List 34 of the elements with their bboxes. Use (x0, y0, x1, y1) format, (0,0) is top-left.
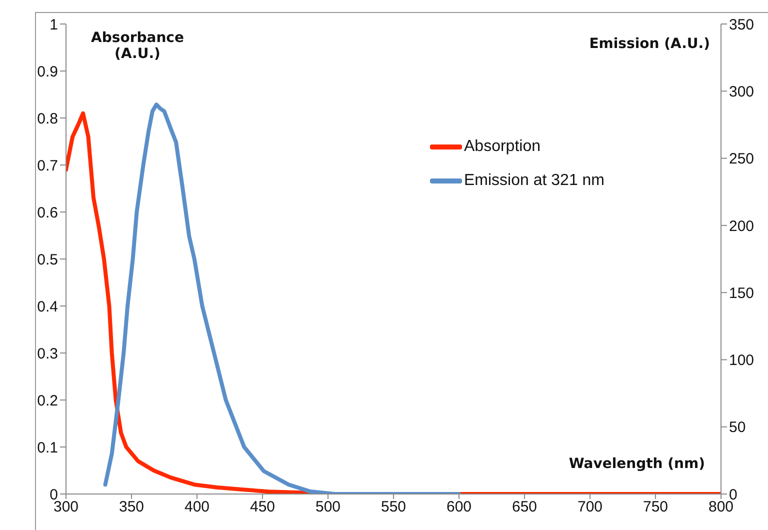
y2-tick-label: 50 (729, 419, 746, 436)
y2-tick-label: 150 (729, 284, 754, 302)
x-tick-label: 750 (642, 498, 668, 516)
y-axis-title: Absorbance (A.U.) (90, 30, 185, 62)
x-tick-label: 500 (315, 498, 341, 516)
y-tick-label: 0.6 (37, 204, 58, 222)
y-tick-label: 1 (50, 16, 58, 34)
y-tick-label: 0.4 (37, 298, 58, 316)
legend-label: Absorption (464, 138, 540, 156)
x-tick-label: 700 (577, 498, 603, 516)
x-tick-label: 450 (250, 498, 276, 516)
y2-tick-label: 200 (729, 218, 754, 235)
y2-tick-label: 350 (729, 16, 754, 34)
x-tick-label: 600 (446, 498, 472, 516)
y-tick-label: 0.1 (37, 439, 58, 456)
y-tick-label: 0.7 (37, 157, 58, 174)
x-tick-label: 650 (512, 498, 538, 516)
y2-tick-label: 300 (729, 83, 754, 100)
x-tick-label: 350 (118, 498, 144, 516)
y2-tick-label: 100 (729, 352, 754, 370)
y-tick-label: 0.3 (37, 345, 58, 362)
x-tick-label: 550 (380, 498, 406, 516)
y2-axis-title: Emission (A.U.) (588, 36, 710, 52)
y-tick-label: 0.8 (37, 110, 58, 128)
y-tick-label: 0.5 (37, 251, 58, 268)
y-tick-label: 0.2 (37, 392, 58, 410)
x-tick-label: 800 (708, 498, 734, 516)
y-tick-label: 0.9 (37, 63, 58, 80)
x-axis-title: Wavelength (nm) (568, 456, 705, 472)
x-tick-label: 400 (184, 498, 210, 516)
x-tick-label: 300 (53, 498, 79, 516)
y2-tick-label: 250 (729, 150, 754, 168)
line-series (103, 102, 461, 494)
legend-label: Emission at 321 nm (464, 172, 605, 190)
